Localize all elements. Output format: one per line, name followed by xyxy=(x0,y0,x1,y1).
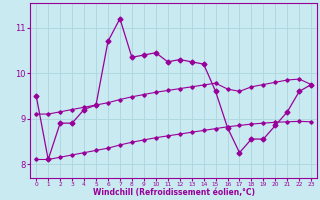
X-axis label: Windchill (Refroidissement éolien,°C): Windchill (Refroidissement éolien,°C) xyxy=(93,188,255,197)
